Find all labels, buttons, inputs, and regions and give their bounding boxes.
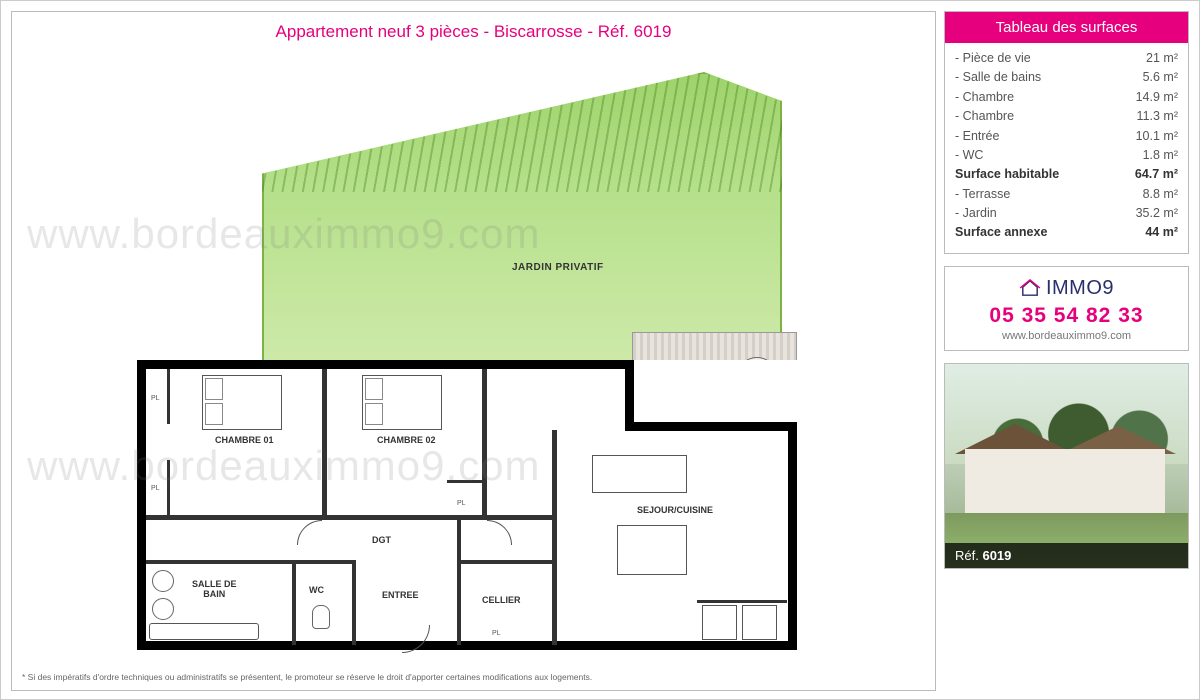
room-label-sdb: SALLE DE BAIN [192, 580, 237, 600]
room-label-dgt: DGT [372, 535, 391, 545]
surface-row: - Entrée 10.1 m² [955, 127, 1178, 146]
closet-label-3: PL [457, 500, 466, 507]
surface-label: Surface habitable [955, 165, 1059, 184]
brand-name: IMMO9 [1046, 277, 1114, 300]
surface-label: - Pièce de vie [955, 49, 1031, 68]
closet-label-2: PL [151, 485, 160, 492]
room-label-sejour: SEJOUR/CUISINE [637, 505, 713, 515]
brand-logo: IMMO9 [950, 277, 1183, 300]
surface-row: - Terrasse 8.8 m² [955, 185, 1178, 204]
surface-row: - WC 1.8 m² [955, 146, 1178, 165]
contact-box: IMMO9 05 35 54 82 33 www.bordeauximmo9.c… [944, 266, 1189, 351]
surfaces-table: Tableau des surfaces - Pièce de vie 21 m²… [944, 11, 1189, 254]
surface-row: - Salle de bains 5.6 m² [955, 68, 1178, 87]
surface-row: - Chambre 14.9 m² [955, 88, 1178, 107]
surface-value: 5.6 m² [1143, 68, 1178, 87]
surface-value: 44 m² [1145, 223, 1178, 242]
phone-number[interactable]: 05 35 54 82 33 [950, 304, 1183, 328]
surface-value: 10.1 m² [1136, 127, 1178, 146]
room-label-entree: ENTREE [382, 590, 419, 600]
surface-row: - Pièce de vie 21 m² [955, 49, 1178, 68]
surface-label: - Jardin [955, 204, 997, 223]
floorplan-panel: Appartement neuf 3 pièces - Biscarrosse … [11, 11, 936, 691]
surfaces-body: - Pièce de vie 21 m² - Salle de bains 5.6 m… [945, 43, 1188, 253]
surface-label: - Chambre [955, 107, 1014, 126]
photo-ref-label: Réf. [955, 548, 979, 563]
surface-label: - WC [955, 146, 983, 165]
surface-value: 21 m² [1146, 49, 1178, 68]
garden-hatching [262, 72, 782, 192]
surface-label: - Terrasse [955, 185, 1010, 204]
surface-value: 1.8 m² [1143, 146, 1178, 165]
surface-value: 8.8 m² [1143, 185, 1178, 204]
surface-label: - Entrée [955, 127, 999, 146]
property-photo: Réf. 6019 [944, 363, 1189, 569]
surfaces-header: Tableau des surfaces [945, 12, 1188, 43]
floorplan-canvas: JARDIN PRIVATIF TERRASSE [72, 72, 877, 652]
building-outline: CHAMBRE 01 CHAMBRE 02 SALLE DE BAIN WC E… [137, 360, 797, 650]
surface-value: 35.2 m² [1136, 204, 1178, 223]
closet-label-4: PL [492, 630, 501, 637]
website-url[interactable]: www.bordeauximmo9.com [950, 330, 1183, 342]
surface-row: - Chambre 11.3 m² [955, 107, 1178, 126]
closet-label-1: PL [151, 395, 160, 402]
surface-row: Surface habitable 64.7 m² [955, 165, 1178, 184]
surface-value: 64.7 m² [1135, 165, 1178, 184]
surface-value: 11.3 m² [1137, 107, 1178, 126]
room-label-ch2: CHAMBRE 02 [377, 435, 436, 445]
listing-title: Appartement neuf 3 pièces - Biscarrosse … [12, 22, 935, 42]
surface-label: - Salle de bains [955, 68, 1041, 87]
disclaimer-text: * Si des impératifs d'ordre techniques o… [22, 672, 592, 682]
photo-ref-bar: Réf. 6019 [945, 543, 1188, 568]
house-icon [1019, 279, 1041, 297]
sidebar: Tableau des surfaces - Pièce de vie 21 m²… [944, 11, 1189, 569]
garden-label: JARDIN PRIVATIF [512, 262, 604, 273]
photo-ref-value: 6019 [982, 548, 1011, 563]
surface-label: Surface annexe [955, 223, 1047, 242]
room-label-cellier: CELLIER [482, 595, 521, 605]
surface-row: Surface annexe 44 m² [955, 223, 1178, 242]
surface-label: - Chambre [955, 88, 1014, 107]
room-label-wc: WC [309, 585, 324, 595]
surface-value: 14.9 m² [1136, 88, 1178, 107]
surface-row: - Jardin 35.2 m² [955, 204, 1178, 223]
room-label-ch1: CHAMBRE 01 [215, 435, 274, 445]
